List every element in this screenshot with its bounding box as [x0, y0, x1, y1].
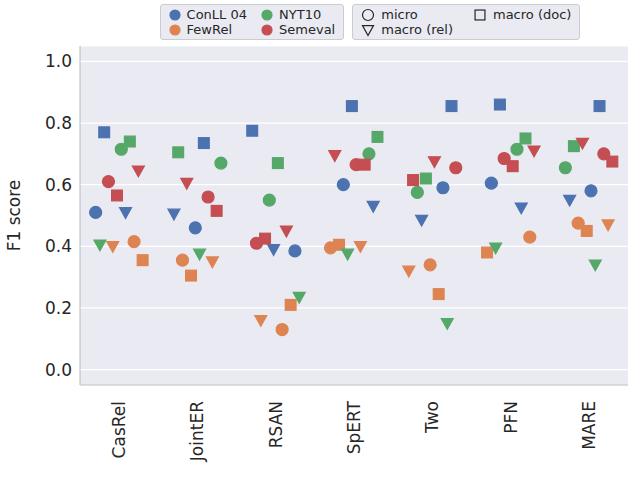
svg-text:SpERT: SpERT: [344, 400, 364, 454]
svg-text:0.8: 0.8: [45, 113, 72, 133]
html-text:micro: micro: [381, 7, 418, 22]
svg-text:PFN: PFN: [501, 401, 521, 434]
svg-text:0.0: 0.0: [45, 360, 72, 380]
html-text:NYT10: NYT10: [279, 7, 322, 22]
html-text:Semeval: Semeval: [279, 22, 336, 37]
svg-text:1.0: 1.0: [45, 51, 72, 71]
html-text:macro (rel): macro (rel): [381, 22, 453, 37]
html-text:macro (doc): macro (doc): [493, 7, 572, 22]
svg-text:Two: Two: [422, 401, 442, 434]
svg-text:RSAN: RSAN: [266, 401, 286, 448]
html-text:ConLL 04: ConLL 04: [186, 7, 247, 22]
svg-text:MARE: MARE: [579, 401, 599, 450]
svg-text:0.2: 0.2: [45, 298, 72, 318]
html-text:FewRel: FewRel: [186, 22, 233, 37]
svg-text:F1 score: F1 score: [8, 180, 24, 252]
svg-text:0.4: 0.4: [45, 236, 72, 256]
svg-text:0.6: 0.6: [45, 175, 72, 195]
svg-text:JointER: JointER: [187, 401, 207, 462]
svg-text:CasRel: CasRel: [109, 401, 129, 458]
